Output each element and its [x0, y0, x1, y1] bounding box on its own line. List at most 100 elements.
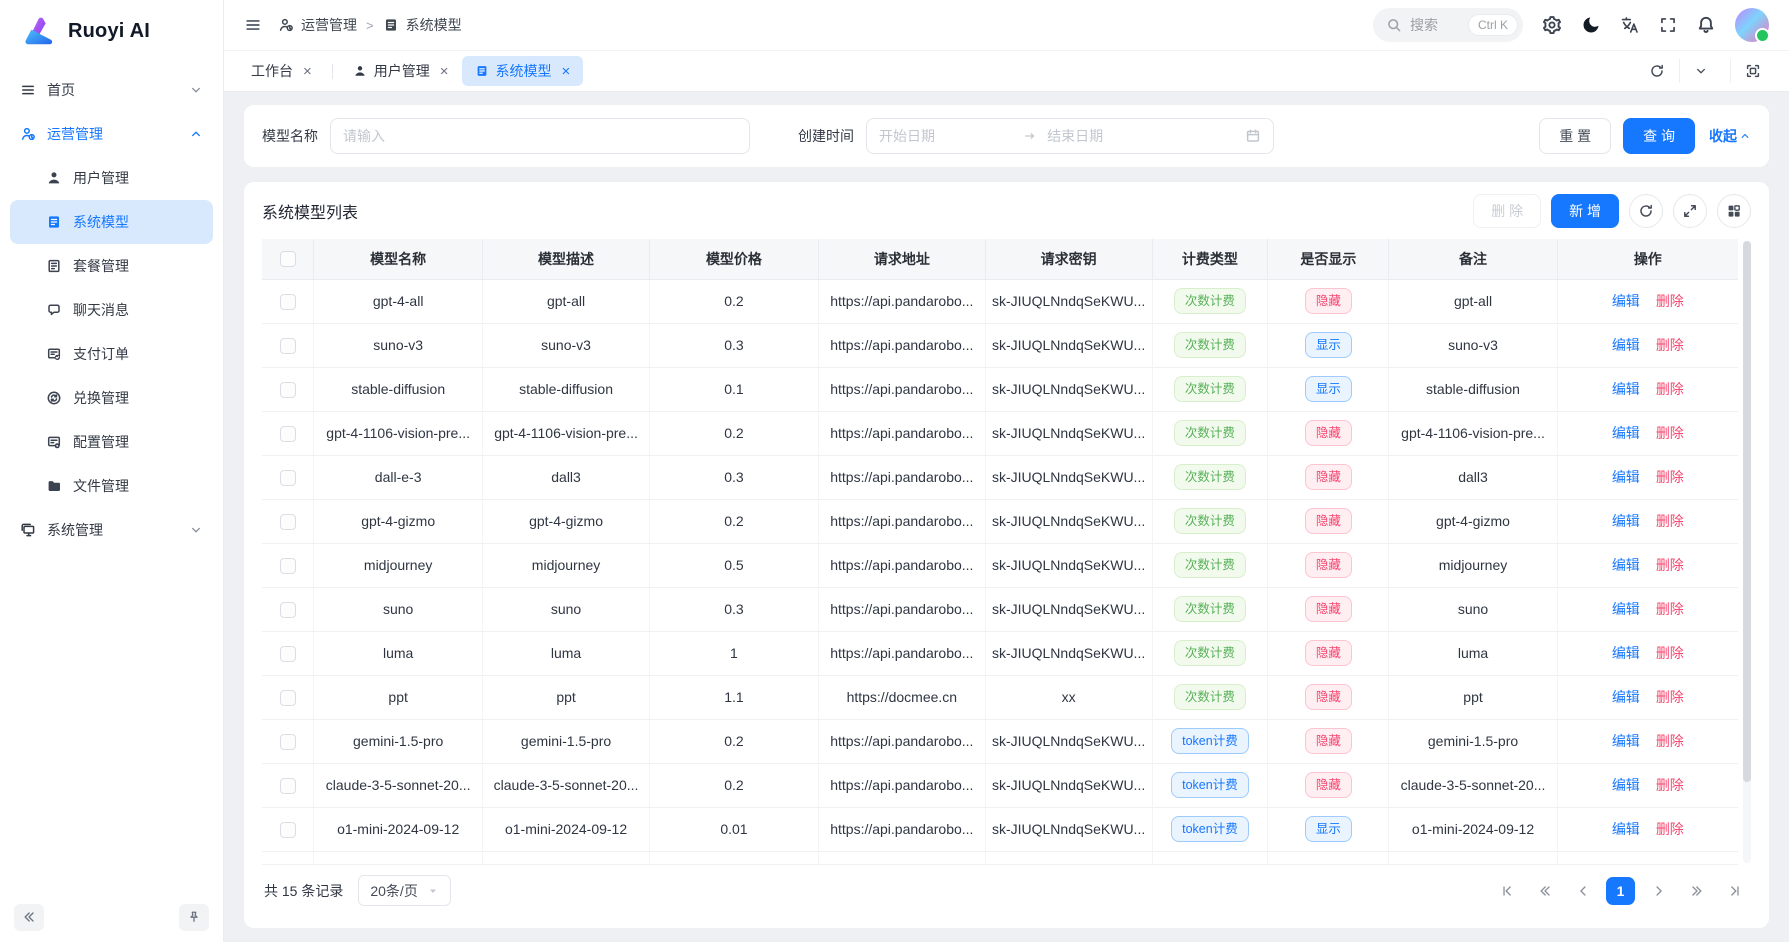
- close-tab-icon[interactable]: ×: [439, 62, 449, 80]
- user-avatar[interactable]: [1735, 8, 1770, 43]
- model-name-input[interactable]: 请输入: [330, 118, 750, 154]
- sidebar-item-system[interactable]: 系统管理: [10, 508, 213, 552]
- close-tab-icon[interactable]: ×: [561, 62, 571, 80]
- tab-user-mgmt[interactable]: 用户管理 ×: [340, 56, 462, 86]
- next-page-button[interactable]: [1644, 877, 1673, 905]
- row-checkbox[interactable]: [279, 293, 296, 310]
- tab-menu-button[interactable]: [1679, 59, 1722, 83]
- row-checkbox[interactable]: [279, 381, 296, 398]
- delete-link[interactable]: 删除: [1655, 425, 1684, 441]
- refresh-tab-button[interactable]: [1635, 59, 1679, 83]
- row-checkbox[interactable]: [279, 425, 296, 442]
- delete-link[interactable]: 删除: [1655, 601, 1684, 617]
- sidebar-pin-button[interactable]: [179, 903, 209, 931]
- add-button[interactable]: 新 增: [1551, 194, 1619, 228]
- menu-toggle-icon[interactable]: [244, 16, 262, 34]
- edit-link[interactable]: 编辑: [1611, 513, 1640, 529]
- sidebar-item-file[interactable]: 文件管理: [10, 464, 213, 508]
- cell-visibility: 隐藏: [1267, 455, 1390, 500]
- batch-delete-button[interactable]: 删 除: [1473, 194, 1542, 228]
- row-checkbox[interactable]: [279, 557, 296, 574]
- edit-link[interactable]: 编辑: [1611, 821, 1640, 837]
- delete-link[interactable]: 删除: [1655, 337, 1684, 353]
- edit-link[interactable]: 编辑: [1611, 733, 1640, 749]
- tab-workbench[interactable]: 工作台 ×: [238, 56, 325, 86]
- row-checkbox[interactable]: [279, 513, 296, 530]
- delete-link[interactable]: 删除: [1655, 645, 1684, 661]
- delete-link[interactable]: 删除: [1655, 557, 1684, 573]
- prev-page-button[interactable]: [1568, 877, 1597, 905]
- table-scrollbar[interactable]: [1743, 241, 1751, 863]
- delete-link[interactable]: 删除: [1655, 777, 1684, 793]
- expand-table-button[interactable]: [1673, 194, 1707, 228]
- edit-link[interactable]: 编辑: [1611, 601, 1640, 617]
- delete-link[interactable]: 删除: [1655, 293, 1684, 309]
- row-checkbox[interactable]: [279, 733, 296, 750]
- sidebar-item-home[interactable]: 首页: [10, 68, 213, 112]
- app-logo-row[interactable]: Ruoyi AI: [0, 0, 223, 62]
- edit-link[interactable]: 编辑: [1611, 557, 1640, 573]
- sidebar-collapse-button[interactable]: [14, 903, 44, 931]
- edit-link[interactable]: 编辑: [1611, 645, 1640, 661]
- first-page-button[interactable]: [1492, 877, 1521, 905]
- edit-link[interactable]: 编辑: [1611, 777, 1640, 793]
- fullscreen-button[interactable]: [1659, 16, 1677, 34]
- row-checkbox[interactable]: [279, 777, 296, 794]
- close-tab-icon[interactable]: ×: [303, 62, 312, 80]
- dark-mode-button[interactable]: [1581, 15, 1601, 35]
- row-checkbox[interactable]: [279, 601, 296, 618]
- row-checkbox[interactable]: [279, 469, 296, 486]
- sidebar-item-package[interactable]: 套餐管理: [10, 244, 213, 288]
- delete-link[interactable]: 删除: [1655, 733, 1684, 749]
- date-range-input[interactable]: 开始日期 结束日期: [866, 118, 1274, 154]
- delete-link[interactable]: 删除: [1655, 381, 1684, 397]
- delete-link[interactable]: 删除: [1655, 689, 1684, 705]
- refresh-table-button[interactable]: [1629, 194, 1663, 228]
- sidebar-item-operations[interactable]: 运营管理: [10, 112, 213, 156]
- sidebar-item-pay-order[interactable]: 支付订单: [10, 332, 213, 376]
- edit-link[interactable]: 编辑: [1611, 689, 1640, 705]
- delete-link[interactable]: 删除: [1655, 821, 1684, 837]
- content-fullscreen-button[interactable]: [1730, 59, 1775, 83]
- edit-link[interactable]: 编辑: [1611, 381, 1640, 397]
- delete-link[interactable]: 删除: [1655, 513, 1684, 529]
- sidebar-item-exchange[interactable]: 兑换管理: [10, 376, 213, 420]
- language-button[interactable]: [1620, 15, 1640, 35]
- current-page[interactable]: 1: [1606, 876, 1635, 905]
- row-checkbox[interactable]: [279, 645, 296, 662]
- column-settings-button[interactable]: [1717, 194, 1751, 228]
- edit-link[interactable]: 编辑: [1611, 469, 1640, 485]
- row-checkbox[interactable]: [279, 337, 296, 354]
- row-checkbox[interactable]: [279, 821, 296, 838]
- reset-button[interactable]: 重 置: [1539, 118, 1612, 154]
- edit-link[interactable]: 编辑: [1611, 425, 1640, 441]
- notifications-button[interactable]: [1696, 15, 1716, 35]
- cell-model-desc: luma: [482, 631, 650, 676]
- tab-system-model[interactable]: 系统模型 ×: [461, 56, 584, 86]
- visibility-tag: 隐藏: [1304, 507, 1352, 535]
- settings-button[interactable]: [1542, 15, 1562, 35]
- last-page-button[interactable]: [1720, 877, 1749, 905]
- cell-model-name: suno: [313, 587, 484, 632]
- breadcrumb-item-system-model[interactable]: 系统模型: [383, 15, 462, 35]
- row-checkbox[interactable]: [279, 689, 296, 706]
- tabbar: 工作台 × 用户管理 × 系统模型 ×: [224, 50, 1789, 92]
- chat-icon: [46, 302, 62, 318]
- page-size-select[interactable]: 20条/页: [358, 875, 451, 906]
- prev-5-pages-button[interactable]: [1530, 877, 1559, 905]
- global-search[interactable]: 搜索 Ctrl K: [1373, 8, 1523, 42]
- sidebar-item-chat-message[interactable]: 聊天消息: [10, 288, 213, 332]
- edit-link[interactable]: 编辑: [1611, 293, 1640, 309]
- next-5-pages-button[interactable]: [1682, 877, 1711, 905]
- sidebar-item-users[interactable]: 用户管理: [10, 156, 213, 200]
- query-button[interactable]: 查 询: [1623, 118, 1695, 154]
- breadcrumb-item-operations[interactable]: 运营管理: [278, 15, 357, 35]
- edit-link[interactable]: 编辑: [1611, 337, 1640, 353]
- scrollbar-thumb[interactable]: [1743, 241, 1751, 783]
- cell-billing-type: token计费: [1152, 719, 1269, 764]
- delete-link[interactable]: 删除: [1655, 469, 1684, 485]
- sidebar-item-system-model[interactable]: 系统模型: [10, 200, 213, 244]
- collapse-filter-link[interactable]: 收起: [1709, 126, 1751, 146]
- select-all-checkbox[interactable]: [279, 251, 296, 268]
- sidebar-item-config[interactable]: 配置管理: [10, 420, 213, 464]
